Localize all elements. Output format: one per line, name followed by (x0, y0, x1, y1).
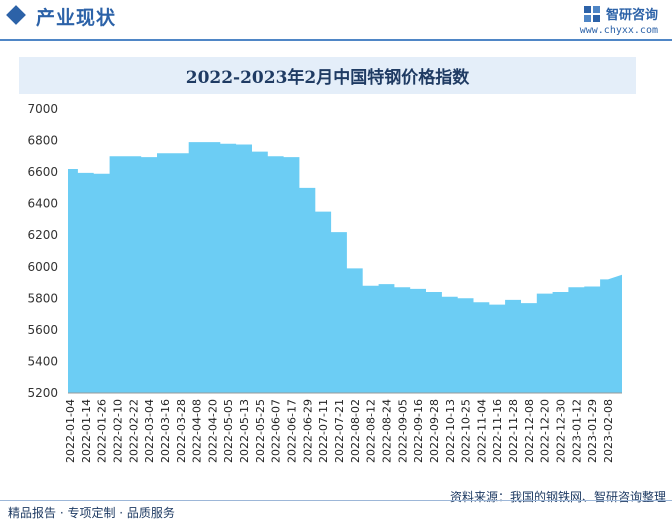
y-tick-label: 6000 (27, 260, 58, 274)
chart-title: 2022-2023年2月中国特钢价格指数 (185, 68, 470, 88)
x-tick-label: 2022-05-13 (238, 399, 251, 463)
x-tick-label: 2022-05-25 (254, 399, 267, 463)
x-tick-label: 2022-12-30 (555, 399, 568, 463)
x-tick-label: 2023-02-08 (602, 399, 615, 463)
x-tick-label: 2022-06-17 (286, 399, 299, 463)
x-tick-label: 2023-01-29 (586, 399, 599, 463)
x-tick-label: 2022-02-10 (111, 399, 124, 463)
x-tick-label: 2022-09-16 (412, 399, 425, 463)
brand-name: 智研咨询 (605, 8, 658, 23)
y-tick-label: 6200 (27, 228, 58, 242)
data-source: 资料来源：我国的钢铁网、智研咨询整理 (449, 490, 666, 504)
y-axis: 5200 5400 5600 5800 6000 6200 6400 6600 6800 7000 (27, 102, 58, 400)
x-tick-label: 2022-03-16 (159, 399, 172, 463)
y-tick-label: 6600 (27, 165, 58, 179)
x-tick-label: 2022-06-07 (270, 399, 283, 463)
y-tick-label: 7000 (27, 102, 58, 116)
y-tick-label: 5800 (27, 291, 58, 305)
x-tick-label: 2022-11-16 (491, 399, 504, 463)
diamond-bullet-icon (6, 5, 26, 25)
x-tick-label: 2022-07-21 (333, 399, 346, 463)
x-tick-label: 2022-03-28 (175, 399, 188, 463)
x-tick-label: 2022-08-24 (380, 399, 393, 463)
chart-title-bar: 2022-2023年2月中国特钢价格指数 (19, 57, 636, 94)
x-tick-label: 2022-11-28 (507, 399, 520, 463)
y-tick-label: 6400 (27, 197, 58, 211)
x-tick-label: 2022-08-02 (349, 399, 362, 463)
x-tick-label: 2022-07-11 (317, 399, 330, 463)
x-tick-label: 2022-01-04 (64, 399, 77, 463)
x-tick-label: 2022-06-29 (301, 399, 314, 463)
x-tick-label: 2022-01-26 (96, 399, 109, 463)
x-axis: 2022-01-04 2022-01-14 2022-01-26 2022-02-10… (64, 399, 615, 463)
y-tick-label: 5400 (27, 354, 58, 368)
x-tick-label: 2022-02-22 (127, 399, 140, 463)
y-tick-label: 6800 (27, 134, 58, 148)
chyxx-logo-icon (583, 5, 600, 22)
x-tick-label: 2022-04-08 (191, 399, 204, 463)
x-tick-label: 2022-10-13 (444, 399, 457, 463)
x-tick-label: 2022-05-05 (222, 399, 235, 463)
header: 产业现状 智研咨询 www.chyxx.com (0, 0, 672, 41)
header-divider (0, 39, 672, 41)
x-tick-label: 2022-03-04 (143, 399, 156, 463)
x-tick-label: 2023-01-12 (570, 399, 583, 463)
y-tick-label: 5200 (27, 386, 58, 400)
footer-divider (0, 500, 672, 501)
x-tick-label: 2022-12-20 (539, 399, 552, 463)
price-index-chart: 5200 5400 5600 5800 6000 6200 6400 6600 6800 7000… (27, 102, 622, 463)
footer-slogan: 精品报告 · 专项定制 · 品质服务 (8, 506, 175, 520)
price-area-series (68, 142, 622, 393)
x-tick-label: 2022-09-05 (396, 399, 409, 463)
brand: 智研咨询 www.chyxx.com (580, 4, 658, 36)
x-tick-label: 2022-08-12 (365, 399, 378, 463)
x-tick-label: 2022-01-14 (80, 399, 93, 463)
x-tick-label: 2022-12-08 (523, 399, 536, 463)
x-tick-label: 2022-11-04 (475, 399, 488, 463)
brand-url: www.chyxx.com (579, 25, 658, 36)
x-tick-label: 2022-10-25 (460, 399, 473, 463)
section-title: 产业现状 (36, 7, 117, 29)
x-tick-label: 2022-09-28 (428, 399, 441, 463)
y-tick-label: 5600 (27, 323, 58, 337)
x-tick-label: 2022-04-20 (206, 399, 219, 463)
